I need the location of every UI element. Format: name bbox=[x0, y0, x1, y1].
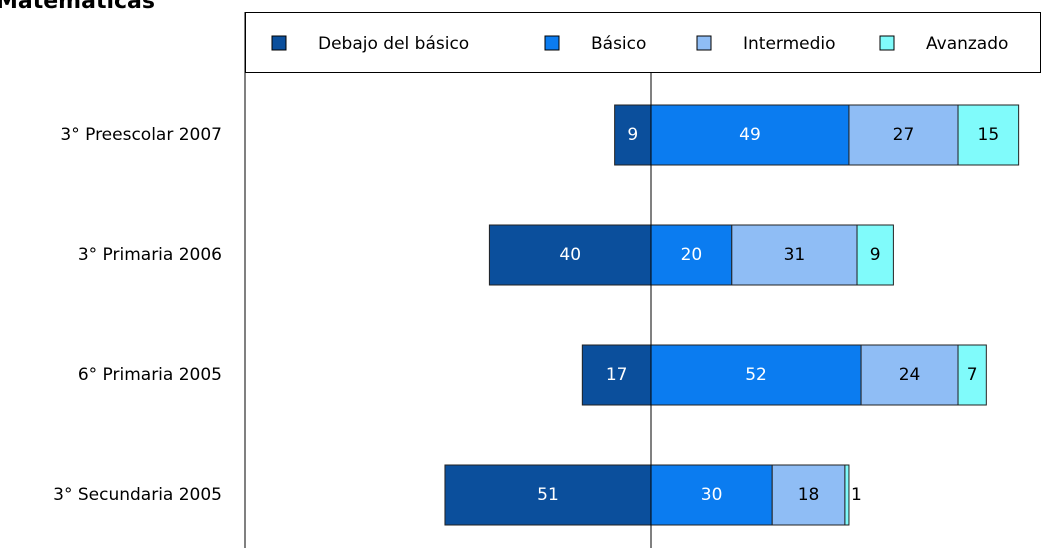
value-label: 9 bbox=[627, 125, 638, 145]
category-label: 3° Preescolar 2007 bbox=[60, 125, 222, 145]
value-label: 30 bbox=[701, 485, 723, 505]
value-label: 20 bbox=[681, 245, 703, 265]
legend-swatch bbox=[271, 35, 287, 51]
value-label: 18 bbox=[798, 485, 820, 505]
legend-swatch bbox=[696, 35, 712, 51]
legend-label: Básico bbox=[591, 34, 646, 54]
value-label: 31 bbox=[784, 245, 806, 265]
bar-segment bbox=[860, 344, 959, 406]
value-label: 51 bbox=[537, 485, 559, 505]
bar-segment bbox=[488, 224, 652, 286]
legend-swatch bbox=[879, 35, 895, 51]
value-label: 7 bbox=[967, 365, 978, 385]
value-label: 27 bbox=[893, 125, 915, 145]
bar-segment bbox=[650, 464, 773, 526]
value-label: 1 bbox=[851, 485, 862, 505]
category-label: 6° Primaria 2005 bbox=[78, 365, 222, 385]
value-label: 15 bbox=[978, 125, 1000, 145]
value-label: 49 bbox=[739, 125, 761, 145]
value-label: 40 bbox=[559, 245, 581, 265]
bar-segment bbox=[957, 344, 987, 406]
value-label: 52 bbox=[745, 365, 767, 385]
category-label: 3° Secundaria 2005 bbox=[53, 485, 222, 505]
bar-segment bbox=[614, 104, 652, 166]
legend-label: Intermedio bbox=[743, 34, 836, 54]
legend bbox=[245, 12, 1041, 73]
chart-title: Matemáticas bbox=[0, 0, 155, 14]
bar-segment bbox=[844, 464, 850, 526]
bar-segment bbox=[957, 104, 1020, 166]
legend-swatch bbox=[544, 35, 560, 51]
category-label: 3° Primaria 2006 bbox=[78, 245, 222, 265]
legend-label: Debajo del básico bbox=[318, 34, 469, 54]
bar-segment bbox=[856, 224, 894, 286]
bar-segment bbox=[650, 104, 850, 166]
bar-segment bbox=[731, 224, 858, 286]
value-label: 24 bbox=[899, 365, 921, 385]
legend-label: Avanzado bbox=[926, 34, 1008, 54]
bar-segment bbox=[771, 464, 846, 526]
bar-segment bbox=[444, 464, 652, 526]
value-label: 17 bbox=[606, 365, 628, 385]
value-label: 9 bbox=[870, 245, 881, 265]
bar-segment bbox=[650, 344, 862, 406]
bar-segment bbox=[581, 344, 652, 406]
